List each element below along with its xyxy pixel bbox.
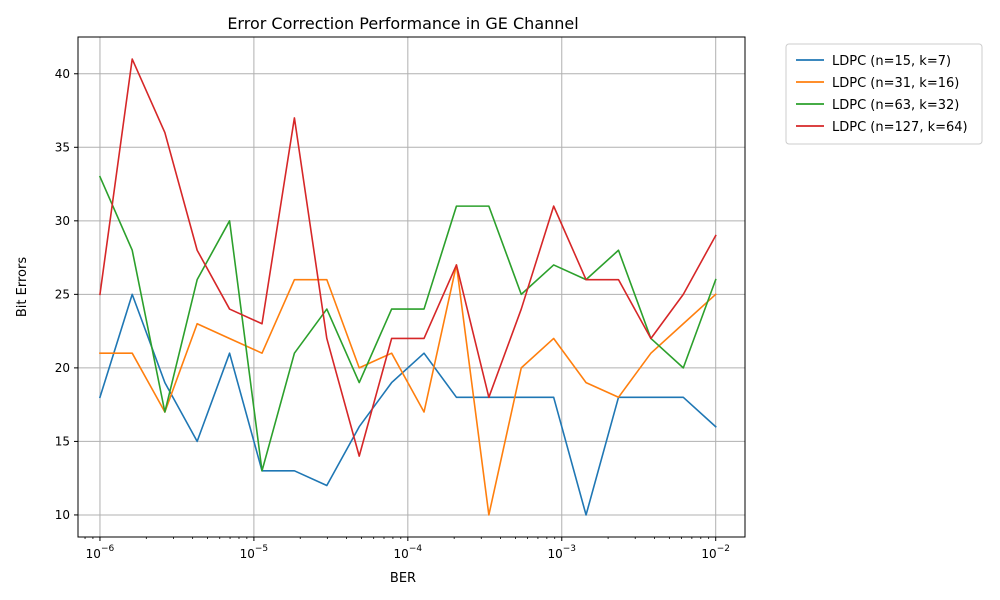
y-axis-title: Bit Errors bbox=[15, 257, 30, 317]
y-tick-label: 30 bbox=[55, 214, 70, 228]
series-line-2 bbox=[99, 264, 717, 516]
axis-ticks: 10−6 10−5 10−4 10−3 10−2 10 15 20 25 30 35 40 bbox=[55, 67, 730, 561]
legend-box bbox=[785, 43, 983, 145]
y-tick-label: 10 bbox=[55, 508, 70, 522]
y-tick-label: 20 bbox=[55, 361, 70, 375]
x-axis-title: BER bbox=[390, 571, 416, 586]
x-tick-label: 10−6 bbox=[86, 544, 115, 561]
chart-title: Error Correction Performance in GE Chann… bbox=[227, 14, 578, 33]
y-tick-label: 25 bbox=[55, 287, 70, 301]
legend-label-1: LDPC (n=15, k=7) bbox=[832, 54, 951, 69]
y-tick-label: 15 bbox=[55, 434, 70, 448]
y-tick-label: 35 bbox=[55, 140, 70, 154]
series-line-4 bbox=[99, 58, 717, 457]
legend-label-3: LDPC (n=63, k=32) bbox=[832, 98, 959, 113]
series-line-3 bbox=[98, 175, 717, 472]
grid-lines bbox=[78, 37, 745, 537]
x-tick-label: 10−4 bbox=[394, 544, 423, 561]
plot-area-frame bbox=[77, 36, 746, 538]
series-lines bbox=[98, 58, 717, 516]
y-tick-label: 40 bbox=[55, 67, 70, 81]
legend-label-4: LDPC (n=127, k=64) bbox=[832, 120, 968, 135]
x-tick-label: 10−2 bbox=[701, 544, 730, 561]
series-line-1 bbox=[98, 293, 717, 516]
x-tick-label: 10−3 bbox=[547, 544, 576, 561]
x-tick-label: 10−5 bbox=[240, 544, 269, 561]
legend: LDPC (n=15, k=7) LDPC (n=31, k=16) LDPC (n… bbox=[785, 43, 983, 145]
legend-label-2: LDPC (n=31, k=16) bbox=[832, 76, 959, 91]
